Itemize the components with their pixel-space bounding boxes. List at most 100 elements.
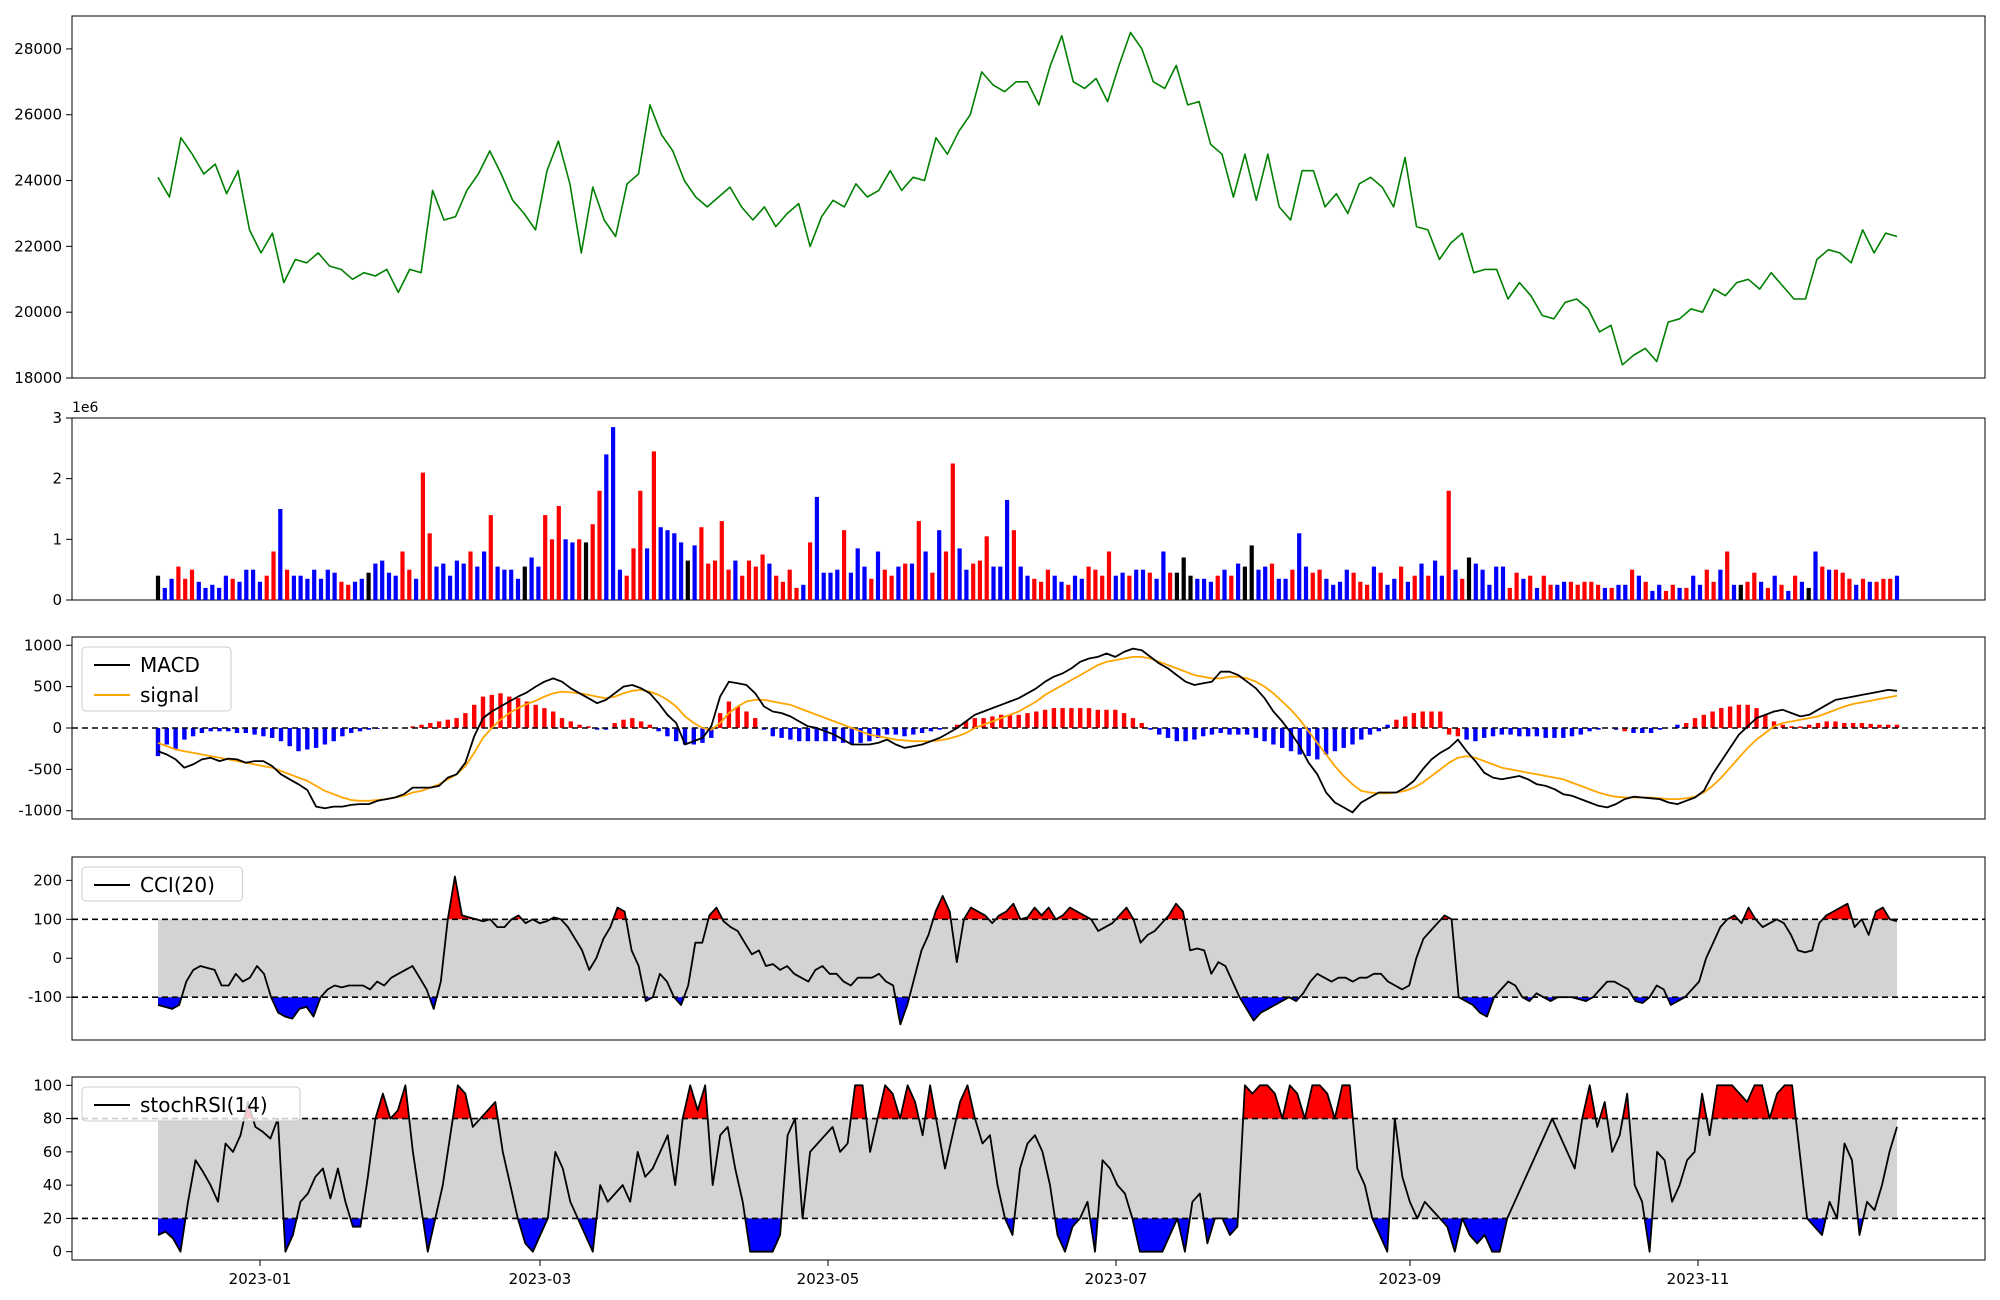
volume-bar	[672, 533, 677, 600]
volume-bar	[1772, 575, 1777, 600]
volume-bar	[189, 569, 195, 600]
volume-bar	[692, 545, 697, 600]
volume-bar	[1161, 551, 1166, 600]
volume-bar	[590, 524, 595, 600]
macd-histogram-bar	[436, 721, 442, 728]
y-tick-label: 60	[43, 1143, 62, 1161]
macd-histogram-bar	[559, 718, 565, 728]
volume-bar	[740, 575, 745, 600]
volume-bar	[176, 566, 181, 600]
volume-bar	[617, 569, 622, 600]
macd-line	[157, 647, 1898, 814]
volume-bar	[1052, 575, 1057, 600]
macd-histogram-bar	[472, 704, 477, 728]
volume-bar	[665, 530, 670, 600]
y-tick-label: 80	[43, 1110, 62, 1128]
macd-histogram-bar	[1613, 728, 1619, 730]
y-tick-label: 40	[43, 1176, 62, 1194]
macd-histogram-bar	[770, 728, 775, 737]
volume-bar	[217, 587, 222, 600]
macd-histogram-bar	[542, 708, 547, 728]
y-tick-label: 0	[52, 1243, 62, 1261]
volume-bar	[441, 563, 446, 600]
macd-histogram-bar	[1069, 708, 1074, 728]
y-tick-label: 26000	[14, 106, 62, 124]
macd-histogram-bar	[691, 728, 696, 745]
volume-bar	[1534, 587, 1540, 600]
volume-bar	[1799, 581, 1804, 600]
stochrsi-oversold-fill	[158, 1218, 1864, 1252]
stochrsi-line	[157, 1084, 1898, 1253]
volume-bar	[828, 572, 833, 600]
volume-bar	[1310, 572, 1315, 600]
volume-bar	[1134, 569, 1139, 600]
cci-neutral-band	[158, 919, 1897, 998]
macd-histogram-bar	[173, 728, 178, 750]
volume-bar	[1127, 575, 1132, 600]
volume-bar	[468, 551, 473, 600]
volume-bar	[862, 566, 867, 600]
volume-bar	[685, 560, 690, 600]
macd-histogram-bar	[709, 728, 714, 738]
macd-histogram-bar	[1859, 723, 1865, 728]
volume-bar	[1378, 572, 1383, 600]
volume-bar	[407, 569, 412, 600]
y-tick-label: 2	[52, 470, 62, 488]
macd-histogram-bar	[419, 724, 424, 728]
macd-histogram-bar	[1086, 708, 1092, 728]
volume-bar	[1745, 581, 1750, 600]
volume-bar	[611, 427, 616, 600]
volume-bar	[332, 572, 337, 600]
macd-histogram-bar	[1701, 714, 1706, 728]
macd-histogram-bar	[1640, 728, 1645, 733]
volume-bar	[1426, 575, 1431, 600]
volume-bar	[155, 575, 161, 600]
macd-histogram-bar	[243, 728, 248, 733]
macd-histogram-bar	[1218, 728, 1223, 733]
macd-histogram-bar	[911, 728, 916, 735]
volume-bar	[1609, 587, 1614, 600]
volume-bar	[1453, 569, 1458, 600]
volume-bar	[1331, 584, 1336, 600]
macd-histogram-bar	[1350, 728, 1355, 745]
volume-bar	[162, 587, 167, 600]
volume-panel: 0 1 2 3 1e6	[52, 400, 1986, 609]
legend-box	[81, 866, 243, 902]
volume-bar	[257, 581, 262, 600]
volume-bar	[943, 551, 949, 600]
macd-histogram-bar	[1025, 713, 1030, 728]
volume-bar	[712, 560, 718, 600]
macd-histogram-bar	[1552, 728, 1557, 738]
macd-histogram-bar	[797, 728, 802, 742]
macd-histogram-bar	[1455, 728, 1461, 737]
volume-bar	[658, 527, 663, 600]
volume-bar	[1093, 569, 1098, 600]
volume-bar	[1072, 575, 1078, 600]
macd-histogram-bar	[700, 728, 705, 743]
macd-histogram-bar	[1727, 706, 1733, 728]
macd-histogram-bar	[647, 724, 652, 728]
x-tick-label: 2023-03	[509, 1270, 572, 1288]
macd-histogram-bar	[1508, 728, 1513, 735]
macd-histogram-bar	[1007, 714, 1013, 728]
x-tick-label: 2023-01	[229, 1270, 292, 1288]
macd-histogram-bar	[963, 721, 969, 728]
volume-bar	[1643, 581, 1648, 600]
macd-histogram-bar	[1016, 714, 1021, 728]
macd-histogram-bar	[761, 728, 767, 730]
macd-histogram-bar	[1253, 728, 1259, 738]
macd-histogram-bar	[1227, 728, 1232, 735]
macd-histogram-bar	[577, 724, 582, 728]
volume-bar	[339, 581, 344, 600]
volume-bar	[937, 530, 942, 600]
volume-bar	[515, 578, 521, 600]
volume-bar	[1229, 575, 1234, 600]
cci-frame	[71, 856, 1986, 1041]
volume-bar	[1881, 578, 1886, 600]
macd-histogram-bar	[515, 698, 521, 728]
macd-histogram-bar	[1561, 728, 1566, 738]
macd-histogram-bar	[199, 728, 205, 733]
x-tick-label: 2023-05	[797, 1270, 860, 1288]
volume-bar	[1691, 575, 1696, 600]
volume-bar	[1596, 584, 1601, 600]
